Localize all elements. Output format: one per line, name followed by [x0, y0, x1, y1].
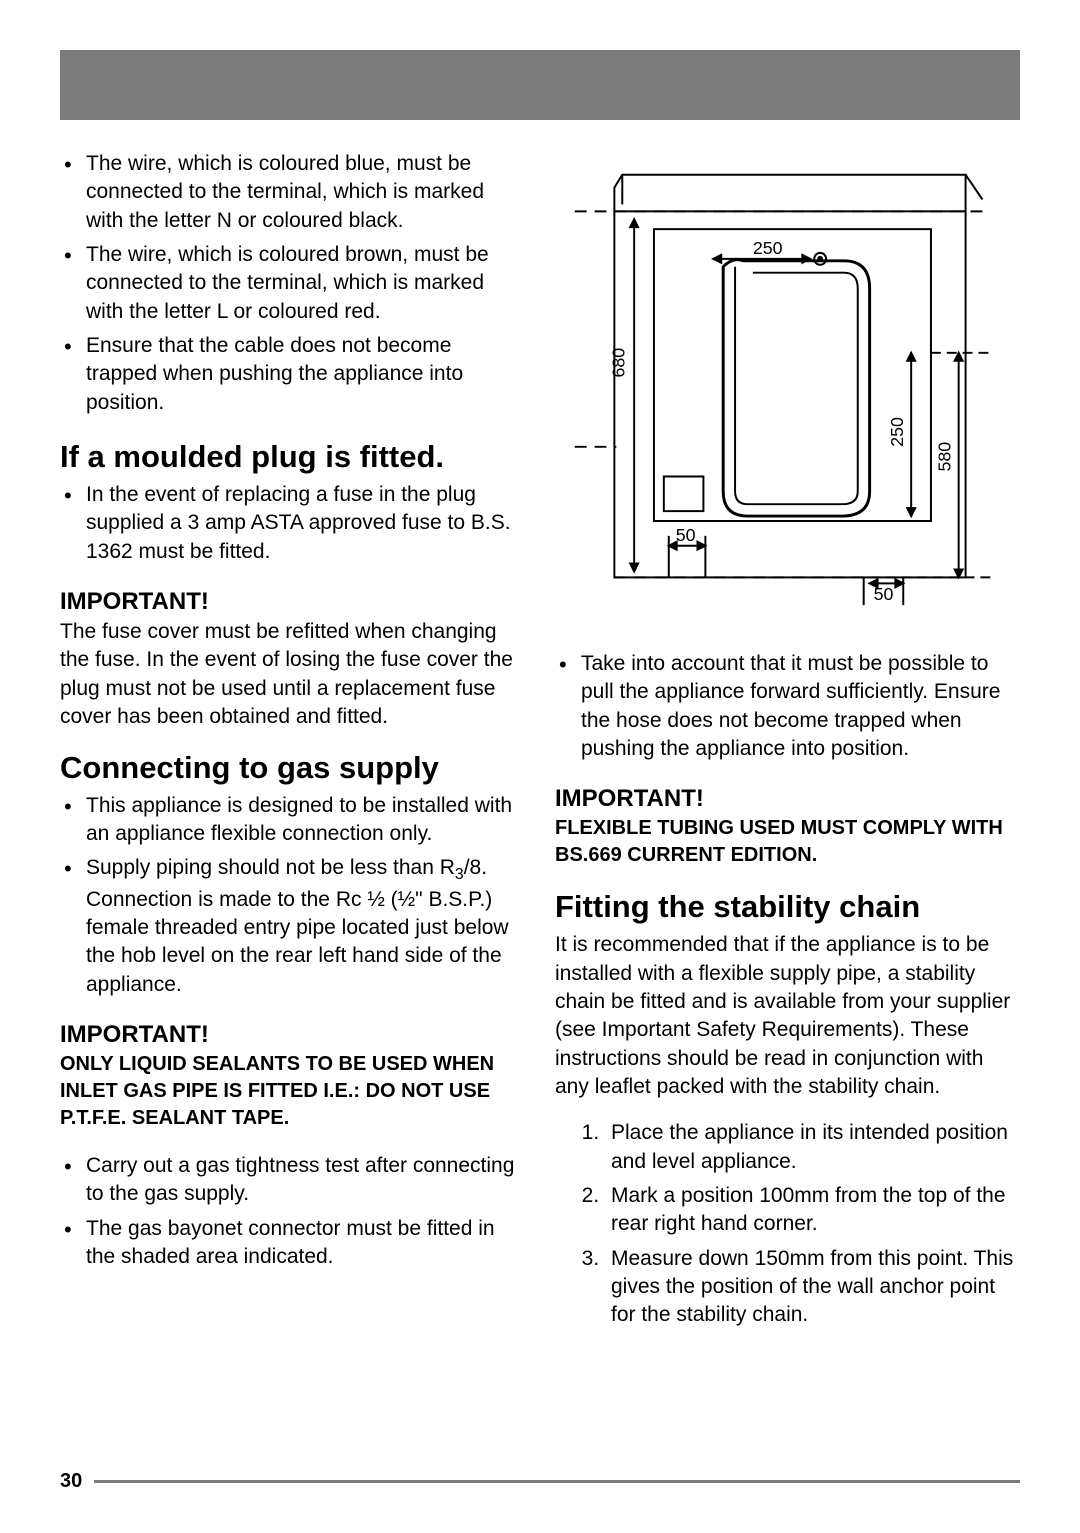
heading-stability-chain: Fitting the stability chain: [555, 889, 1020, 925]
heading-moulded-plug: If a moulded plug is fitted.: [60, 439, 525, 475]
fuse-text: The fuse cover must be refitted when cha…: [60, 618, 525, 731]
list-item: Mark a position 100mm from the top of th…: [605, 1182, 1020, 1239]
list-item: The wire, which is coloured blue, must b…: [86, 150, 525, 235]
header-bar: [60, 50, 1020, 120]
content-columns: The wire, which is coloured blue, must b…: [60, 150, 1020, 1352]
moulded-bullets: In the event of replacing a fuse in the …: [60, 481, 525, 566]
page-number: 30: [60, 1470, 82, 1493]
important-heading: IMPORTANT!: [555, 785, 1020, 813]
sealant-note: ONLY LIQUID SEALANTS TO BE USED WHEN INL…: [60, 1051, 525, 1132]
flex-tubing-note: FLEXIBLE TUBING USED MUST COMPLY WITH BS…: [555, 815, 1020, 869]
important-heading: IMPORTANT!: [60, 588, 525, 616]
gas-bullets: This appliance is designed to be install…: [60, 792, 525, 1000]
dim-250-top: 250: [753, 238, 783, 258]
chain-steps: Place the appliance in its intended posi…: [555, 1119, 1020, 1329]
page-footer: 30: [60, 1470, 1020, 1493]
list-item: This appliance is designed to be install…: [86, 792, 525, 849]
left-column: The wire, which is coloured blue, must b…: [60, 150, 525, 1352]
chain-text: It is recommended that if the appliance …: [555, 931, 1020, 1101]
dim-580: 580: [935, 442, 955, 472]
list-item: Measure down 150mm from this point. This…: [605, 1245, 1020, 1330]
footer-rule: [94, 1480, 1020, 1483]
heading-gas-supply: Connecting to gas supply: [60, 750, 525, 786]
list-item: In the event of replacing a fuse in the …: [86, 481, 525, 566]
gas-bullets-2: Carry out a gas tightness test after con…: [60, 1152, 525, 1271]
hose-bullets: Take into account that it must be possib…: [555, 650, 1020, 763]
list-item: Take into account that it must be possib…: [581, 650, 1020, 763]
list-item: Place the appliance in its intended posi…: [605, 1119, 1020, 1176]
dim-680: 680: [608, 348, 628, 378]
right-column: 250 680 50 580 250 50 Take into account …: [555, 150, 1020, 1352]
dim-50-left: 50: [676, 525, 696, 545]
dim-250-right: 250: [887, 417, 907, 447]
list-item: The gas bayonet connector must be fitted…: [86, 1215, 525, 1272]
list-item: The wire, which is coloured brown, must …: [86, 241, 525, 326]
wire-bullets: The wire, which is coloured blue, must b…: [60, 150, 525, 417]
appliance-diagram: 250 680 50 580 250 50: [555, 150, 1020, 625]
list-item: Ensure that the cable does not become tr…: [86, 332, 525, 417]
list-item: Supply piping should not be less than R3…: [86, 854, 525, 999]
dim-50-right: 50: [874, 584, 894, 604]
important-heading: IMPORTANT!: [60, 1021, 525, 1049]
list-item: Carry out a gas tightness test after con…: [86, 1152, 525, 1209]
